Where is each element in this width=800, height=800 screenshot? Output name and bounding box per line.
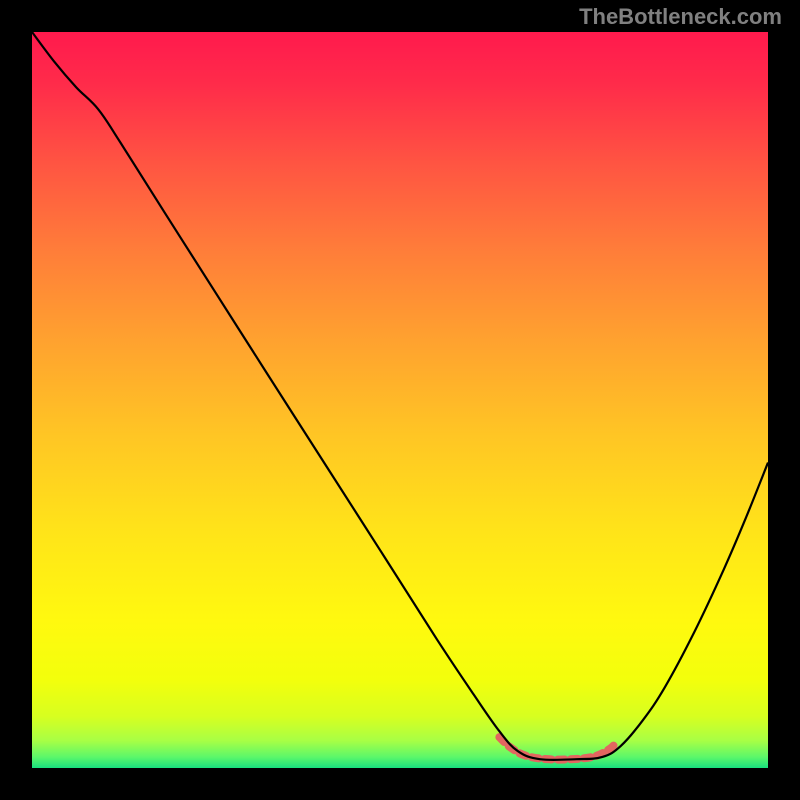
chart-stage: TheBottleneck.com [0, 0, 800, 800]
watermark-text: TheBottleneck.com [579, 4, 782, 30]
bottleneck-curve-chart [0, 0, 800, 800]
gradient-background [32, 32, 768, 768]
